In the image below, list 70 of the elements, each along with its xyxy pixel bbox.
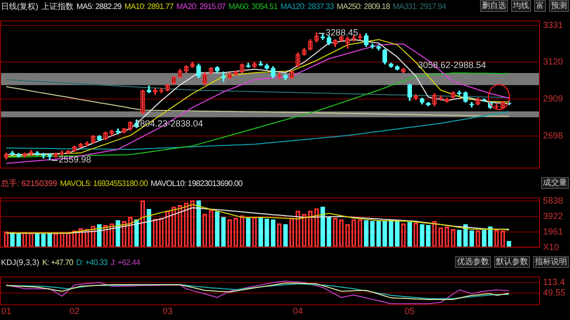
bar [364,220,369,248]
x-tick-label: 03 [162,306,173,316]
bar [134,219,139,248]
text: MAVOL10: 19823013690.00 [150,178,242,188]
bar [221,216,226,248]
bar [34,233,40,248]
text: 富 [534,0,546,12]
y-tick-label: 2698 [543,130,564,140]
y-tick-label: 3331 [543,20,564,30]
bar [214,211,220,248]
chart-title: 总手: 62150399 [1,178,58,188]
bar [469,230,474,248]
bar [370,220,375,248]
text: MA250: 2809.18 [336,2,390,10]
text: 均线 [511,0,531,12]
text: 优选参数 [455,256,491,268]
text: MA5: 2882.29 [76,2,122,10]
chart-title: 日线(复权) [1,0,38,12]
x-tick-label: 01 [1,306,12,316]
bar [16,232,21,248]
bar [320,206,326,248]
bar [382,220,388,248]
bar [41,234,46,248]
text: J: +62.44 [110,258,140,266]
text: 删自选 [480,0,508,12]
bar [394,220,400,248]
x-tick-label: 04 [292,306,303,316]
bar [283,224,288,248]
text: MA10: 2891.77 [124,2,174,10]
text: 指标说明 [533,256,569,268]
y-tick-label: 5838 [543,196,564,206]
text: D: +40.33 [76,258,108,266]
y-tick-label: X10 [543,242,560,252]
bar [47,232,52,248]
x-tick-label: 05 [404,306,415,316]
y-tick-label: 113.4 [543,276,565,287]
text: MA120: 2837.33 [280,2,334,10]
bar [146,209,152,248]
bar [264,218,270,248]
text: MA20: 2915.07 [176,2,226,10]
bar [420,224,424,248]
text: 成交量 [541,177,569,189]
y-tick-label: 1961 [543,226,564,236]
y-tick-label: 49.55 [543,287,566,298]
bar [116,220,120,248]
bar [456,230,462,248]
text: MA331: 2917.94 [392,2,446,10]
annotation: 3288.45 [326,27,358,38]
bar [388,219,394,248]
bar [326,216,332,248]
bar [407,222,412,248]
x-tick-label: 02 [69,306,80,316]
text: 预测 [549,0,569,12]
bar [246,218,251,248]
y-tick-label: 2909 [543,94,564,104]
annotation: 2559.98 [58,154,92,164]
text: MAVOL5: 16934553180.00 [60,178,148,188]
bar [482,230,486,248]
text: MA60: 3054.51 [228,2,278,10]
bar [258,216,264,248]
bar [463,224,468,248]
y-tick-label: 3120 [543,56,564,67]
y-tick-label: 3922 [543,210,564,221]
bar [270,219,276,248]
chart-title: KDJ(9,3,3) [1,258,40,266]
bar [426,224,431,248]
bar [376,220,381,248]
chart-subtitle: 上证指数 [41,0,74,12]
text: 默认参数 [494,256,530,268]
text: K: +47.70 [42,258,74,266]
